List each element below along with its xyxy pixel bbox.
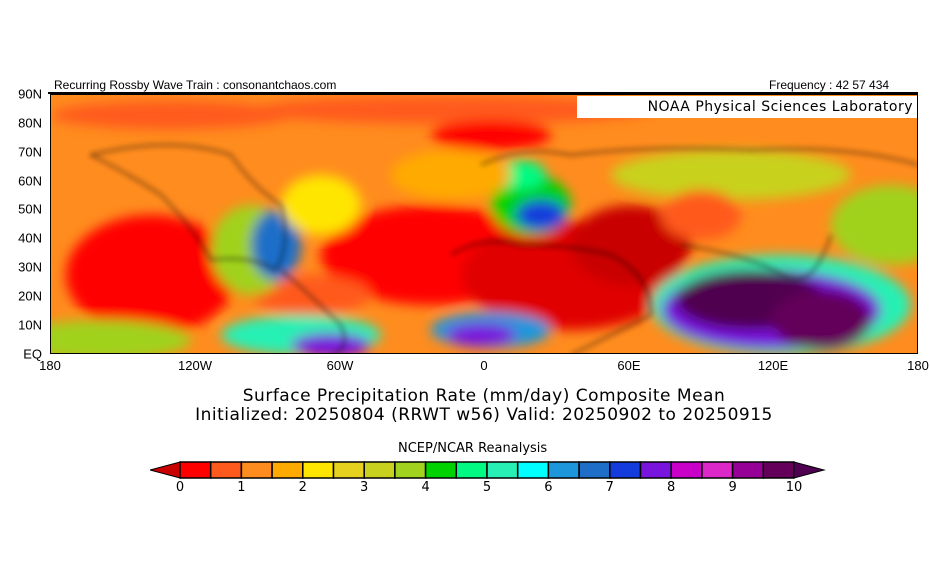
colorbar-swatch xyxy=(701,461,734,479)
lat-label: EQ xyxy=(23,346,42,362)
colorbar-swatch xyxy=(363,461,396,479)
lon-label: 0 xyxy=(480,358,488,373)
lon-label: 180 xyxy=(39,358,61,373)
colorbar-swatch xyxy=(271,461,304,479)
map-panel xyxy=(50,94,918,354)
colorbar-tick-label: 2 xyxy=(298,480,307,495)
colorbar-tick-label: 6 xyxy=(544,480,553,495)
lon-label: 60W xyxy=(326,358,354,373)
lat-label: 60N xyxy=(18,173,42,189)
colorbar-swatch xyxy=(240,461,273,479)
colorbar-swatch xyxy=(424,461,458,479)
colorbar-swatch xyxy=(731,461,765,479)
lat-label: 10N xyxy=(18,317,42,333)
header-frequency-text: Frequency : 42 57 434 xyxy=(769,78,890,92)
colorbar-swatch xyxy=(209,461,243,479)
colorbar-tick-label: 7 xyxy=(605,480,614,495)
colorbar-swatch xyxy=(486,461,519,479)
colorbar-tick-label: 5 xyxy=(482,480,492,495)
lat-label: 30N xyxy=(18,259,42,275)
colorbar-tick-label: 8 xyxy=(667,480,676,495)
lon-label: 120W xyxy=(178,358,212,373)
colorbar-swatch xyxy=(455,461,488,479)
lon-label: 120E xyxy=(757,358,789,373)
colorbar-swatch xyxy=(547,461,580,479)
lon-label: 180 xyxy=(907,358,929,373)
colorbar-swatch xyxy=(302,461,335,479)
header-left-text: Recurring Rossby Wave Train : consonantc… xyxy=(54,78,337,92)
colorbar-tick-label: 1 xyxy=(237,480,246,495)
colorbar-swatch xyxy=(670,461,703,479)
colorbar-tick-label: 9 xyxy=(728,480,737,495)
colorbar-swatch xyxy=(179,461,212,479)
colorbar-swatch xyxy=(609,461,642,479)
map-title: Surface Precipitation Rate (mm/day) Comp… xyxy=(242,386,726,406)
lat-label: 20N xyxy=(18,288,42,304)
lat-label: 90N xyxy=(18,86,42,102)
lat-label: 50N xyxy=(18,201,42,217)
colorbar-tick-label: 3 xyxy=(360,480,369,495)
lat-label: 70N xyxy=(18,144,42,160)
colorbar-swatch xyxy=(639,461,672,479)
colorbar-tick-label: 10 xyxy=(785,480,803,495)
header-rule xyxy=(48,92,918,94)
colorbar-swatch xyxy=(578,461,611,479)
noaa-label: NOAA Physical Sciences Laboratory xyxy=(577,96,917,118)
colorbar-under-triangle xyxy=(150,461,181,479)
colorbar-swatch xyxy=(332,461,365,479)
colorbar-source: NCEP/NCAR Reanalysis xyxy=(398,441,548,456)
colorbar-swatch xyxy=(394,461,427,479)
colorbar-tick-label: 4 xyxy=(421,480,430,495)
colorbar xyxy=(150,461,826,479)
map-subtitle: Initialized: 20250804 (RRWT w56) Valid: … xyxy=(195,405,773,425)
lat-label: 80N xyxy=(18,115,42,131)
precip-field xyxy=(51,95,917,353)
colorbar-over-triangle xyxy=(793,461,826,479)
colorbar-tick-label: 0 xyxy=(175,480,185,495)
lat-label: 40N xyxy=(18,230,42,246)
lon-label: 60E xyxy=(617,358,641,373)
colorbar-swatch xyxy=(516,461,550,479)
colorbar-swatch xyxy=(762,461,795,479)
